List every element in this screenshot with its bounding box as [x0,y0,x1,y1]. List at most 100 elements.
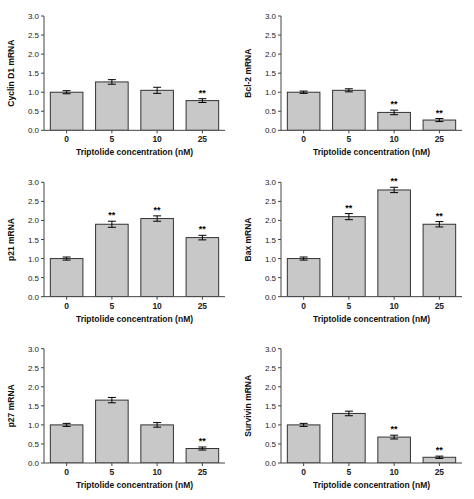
bar [378,112,411,130]
error-bar [108,221,116,227]
x-axis-line [44,463,225,464]
x-tick [111,297,112,300]
error-cap [435,226,443,227]
y-tick-label: 0.0 [265,126,277,135]
y-tick [41,35,44,36]
error-cap [108,221,116,222]
error-cap [198,98,206,99]
x-tick-label: 25 [435,467,445,477]
x-tick [111,130,112,133]
bar [50,92,83,130]
marks [287,411,455,463]
error-bar [63,423,71,426]
y-tick [278,443,281,444]
y-tick-label: 1.5 [28,69,40,78]
error-bar [63,91,71,94]
panel: 0.00.51.01.52.02.53.0051025Triptolide co… [243,12,462,157]
x-tick [348,130,349,133]
y-tick-label: 0.5 [265,440,277,449]
bar [287,259,320,297]
x-tick [394,130,395,133]
panel: 0.00.51.01.52.02.53.0051025Triptolide co… [243,176,462,323]
error-cap [108,397,116,398]
bar [333,217,366,297]
error-cap [153,427,161,428]
x-tick [394,297,395,300]
x-tick [157,297,158,300]
error-cap [108,79,116,80]
error-cap [153,221,161,222]
y-tick-label: 3.0 [265,178,277,187]
y-tick-label: 3.0 [265,345,277,354]
bar [141,219,174,297]
bar [378,437,411,463]
y-tick-label: 2.0 [28,383,40,392]
bar [186,238,219,297]
error-cap [300,260,308,261]
error-bar [153,87,161,93]
y-tick-label: 1.5 [28,402,40,411]
error-cap [63,260,71,261]
y-tick [278,92,281,93]
y-tick-label: 1.0 [28,421,40,430]
error-cap [63,426,71,427]
significance-label: ** [391,176,399,186]
error-stem [202,99,203,103]
error-cap [345,88,353,89]
y-tick [278,73,281,74]
error-cap [300,423,308,424]
error-cap [198,239,206,240]
significance-label: ** [199,224,207,234]
error-stem [394,435,395,439]
x-tick-label: 0 [301,134,306,144]
x-tick-label: 0 [64,134,69,144]
bar [287,92,320,130]
error-bar [345,411,353,416]
error-stem [348,214,349,220]
y-tick [278,111,281,112]
error-cap [63,93,71,94]
y-tick-label: 3.0 [28,12,40,21]
significance-label: ** [108,210,116,220]
error-cap [435,458,443,459]
figure: 0.00.51.01.52.02.53.0051025Triptolide co… [0,0,474,499]
y-tick-label: 0.5 [28,440,40,449]
y-axis-label: Cyclin D1 mRNA [6,40,16,107]
y-tick-label: 3.0 [28,178,40,187]
x-axis-line [281,463,462,464]
error-cap [108,84,116,85]
y-tick [41,443,44,444]
x-axis-line [44,296,225,297]
marks [287,89,455,131]
marks [287,187,455,296]
y-tick-label: 1.0 [28,88,40,97]
y-tick-label: 0.5 [265,274,277,283]
x-tick-label: 5 [347,301,352,311]
significance-label: ** [436,445,444,455]
error-cap [435,121,443,122]
x-tick [303,463,304,466]
x-tick-label: 0 [64,301,69,311]
error-cap [345,411,353,412]
bar [186,449,219,463]
error-cap [108,402,116,403]
x-tick [439,297,440,300]
x-tick [394,463,395,466]
y-tick-label: 1.0 [265,255,277,264]
x-tick-label: 10 [389,301,399,311]
y-tick-label: 2.5 [28,31,40,40]
y-tick [278,348,281,349]
error-bar [198,447,206,450]
x-tick [348,297,349,300]
x-tick-label: 0 [301,301,306,311]
y-axis-label: Survivin mRNA [243,375,253,437]
y-tick [278,16,281,17]
error-stem [439,222,440,227]
bar [423,224,456,296]
y-tick-label: 0.0 [28,459,40,468]
error-cap [390,435,398,436]
x-tick-label: 5 [347,134,352,144]
y-tick-label: 1.0 [28,255,40,264]
y-tick [41,386,44,387]
marks [50,216,218,297]
